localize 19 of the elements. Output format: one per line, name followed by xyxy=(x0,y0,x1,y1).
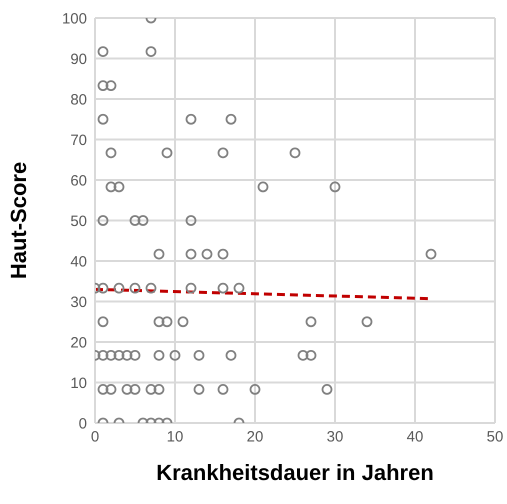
x-axis-title: Krankheitsdauer in Jahren xyxy=(156,460,434,485)
y-tick-label: 20 xyxy=(70,334,87,352)
y-tick-label: 30 xyxy=(70,294,87,311)
y-tick-label: 100 xyxy=(62,10,87,28)
x-tick-label: 50 xyxy=(486,428,504,446)
y-tick-label: 80 xyxy=(70,91,87,108)
x-tick-label: 0 xyxy=(90,428,100,446)
y-tick-label: 70 xyxy=(70,132,87,149)
y-tick-label: 40 xyxy=(70,253,87,270)
x-tick-label: 20 xyxy=(246,428,264,446)
x-tick-label: 30 xyxy=(326,428,344,446)
y-axis-title: Haut-Score xyxy=(6,162,31,280)
x-tick-label: 10 xyxy=(166,428,184,446)
x-tick-label: 40 xyxy=(406,428,424,446)
y-tick-label: 60 xyxy=(70,172,87,190)
y-tick-label: 0 xyxy=(78,415,87,432)
y-tick-label: 50 xyxy=(70,212,87,230)
y-tick-label: 10 xyxy=(70,374,87,392)
y-tick-label: 90 xyxy=(70,50,87,68)
